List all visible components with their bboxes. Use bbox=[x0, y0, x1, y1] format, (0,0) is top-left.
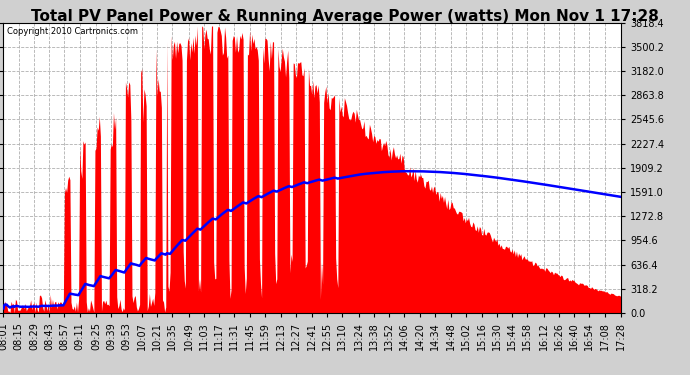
Text: Total PV Panel Power & Running Average Power (watts) Mon Nov 1 17:28: Total PV Panel Power & Running Average P… bbox=[31, 9, 659, 24]
Text: Copyright 2010 Cartronics.com: Copyright 2010 Cartronics.com bbox=[6, 27, 137, 36]
